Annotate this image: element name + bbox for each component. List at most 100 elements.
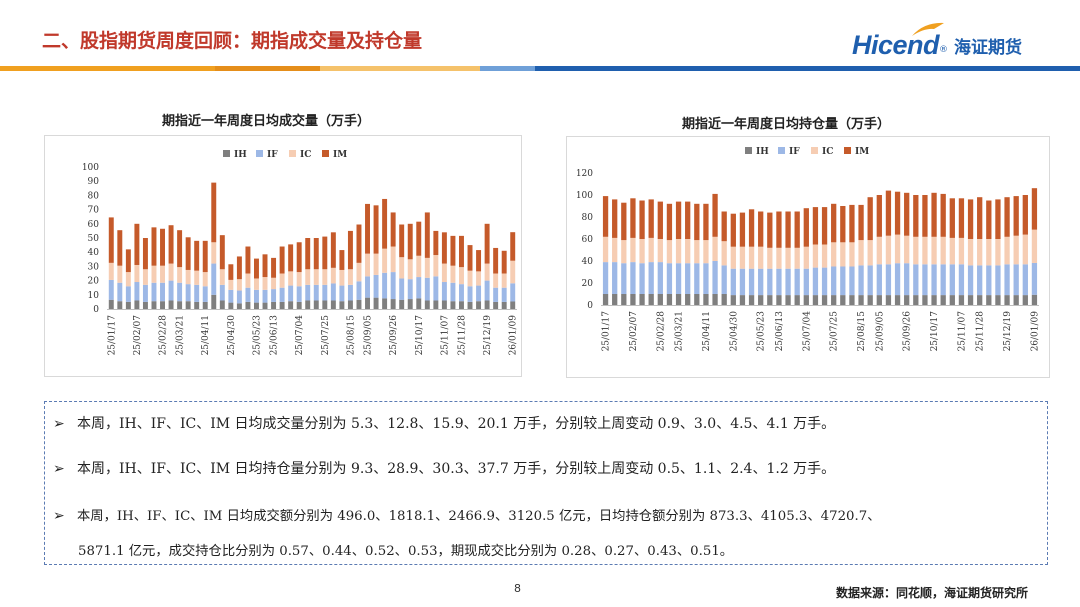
bar-if xyxy=(876,264,882,296)
page-number: 8 xyxy=(514,582,521,595)
bar-im xyxy=(630,198,636,238)
bar-if xyxy=(493,287,499,302)
y-tick-label: 20 xyxy=(582,279,594,289)
bar-im xyxy=(666,203,673,241)
bar-im xyxy=(390,212,396,247)
x-tick-label: 25/04/11 xyxy=(702,311,712,351)
bar-if xyxy=(288,285,294,302)
y-tick-label: 90 xyxy=(88,177,100,187)
bar-if xyxy=(459,284,464,302)
x-tick-label: 25/02/28 xyxy=(656,311,666,352)
bar-ic xyxy=(776,247,782,269)
legend-swatch-im xyxy=(844,147,851,154)
bar-ih xyxy=(134,300,140,309)
bar-if xyxy=(347,284,353,301)
y-tick-label: 40 xyxy=(582,257,594,267)
x-tick-label: 25/05/23 xyxy=(253,315,263,356)
bar-ic xyxy=(194,270,200,285)
bar-ic xyxy=(949,237,955,265)
bar-im xyxy=(134,223,140,265)
bar-im xyxy=(967,199,974,239)
bar-if xyxy=(322,284,328,301)
bar-ic xyxy=(125,272,131,287)
bar-ic xyxy=(245,273,251,288)
bar-im xyxy=(373,205,379,254)
x-tick-label: 25/07/04 xyxy=(802,311,812,352)
bar-if xyxy=(219,284,225,301)
arrow-bullet-icon: ➢ xyxy=(53,416,65,432)
y-tick-label: 80 xyxy=(88,191,100,201)
bar-im xyxy=(296,242,302,273)
bar-im xyxy=(416,221,422,256)
bar-im xyxy=(236,256,242,280)
bar-ih xyxy=(922,295,928,305)
bar-ih xyxy=(493,301,499,309)
x-tick-label: 25/12/19 xyxy=(1003,311,1013,352)
bar-ih xyxy=(694,294,700,305)
bar-ih xyxy=(703,294,709,305)
bar-if xyxy=(424,277,430,301)
bar-if xyxy=(296,286,302,302)
bar-ih xyxy=(767,295,773,305)
bar-ic xyxy=(288,271,294,286)
bar-if xyxy=(958,264,965,296)
bar-ic xyxy=(305,269,311,285)
x-tick-label: 25/01/17 xyxy=(602,311,612,352)
bar-ih xyxy=(831,295,837,305)
y-tick-label: 100 xyxy=(576,191,593,201)
note-item: ➢ 本周，IH、IF、IC、IM 日均成交量分别为 5.3、12.8、15.9、2… xyxy=(53,414,835,434)
bar-if xyxy=(904,263,910,296)
bar-ih xyxy=(177,301,183,309)
bar-ic xyxy=(794,247,800,269)
bar-if xyxy=(194,284,200,302)
bar-ic xyxy=(254,278,259,290)
bar-im xyxy=(986,200,992,239)
bar-ic xyxy=(931,236,937,265)
bar-im xyxy=(245,246,251,274)
bar-im xyxy=(904,192,910,236)
bar-if xyxy=(433,276,439,301)
bar-if xyxy=(365,276,370,298)
x-tick-label: 25/07/04 xyxy=(295,315,305,356)
bar-im xyxy=(271,257,277,278)
bar-ih xyxy=(1031,294,1038,305)
bar-if xyxy=(885,264,892,296)
bar-if xyxy=(134,282,140,301)
bar-if xyxy=(730,268,736,296)
bar-ih xyxy=(1004,295,1010,305)
bar-ic xyxy=(117,265,123,283)
bar-if xyxy=(621,263,627,294)
x-tick-label: 25/04/11 xyxy=(201,315,211,355)
bar-if xyxy=(630,262,636,294)
bar-im xyxy=(821,207,828,245)
company-logo: Hicend ® 海证期货 xyxy=(852,22,1022,61)
bar-ih xyxy=(986,295,992,305)
x-tick-label: 25/09/26 xyxy=(389,315,399,356)
bar-if xyxy=(812,267,819,296)
bar-im xyxy=(108,217,114,263)
bar-ic xyxy=(675,239,682,264)
bar-if xyxy=(125,286,131,302)
legend-swatch-if xyxy=(256,150,263,157)
x-tick-label: 25/11/28 xyxy=(976,311,986,352)
bar-ic xyxy=(958,237,965,265)
bar-ic xyxy=(1004,236,1010,265)
bar-if xyxy=(211,263,217,295)
bar-ih xyxy=(347,300,353,309)
bar-ic xyxy=(433,255,439,277)
bar-ih xyxy=(995,295,1001,305)
y-tick-label: 30 xyxy=(88,262,100,272)
bar-ic xyxy=(666,240,673,264)
bar-ic xyxy=(1031,229,1038,263)
bar-im xyxy=(279,246,285,274)
bar-ih xyxy=(1013,295,1019,305)
chart-open-interest: IH IF IC IM 0 20 40 60 80 100 120 25/01/17 25/02/07 2… xyxy=(566,136,1050,378)
bar-if xyxy=(949,264,955,296)
bar-ih xyxy=(675,294,682,305)
bar-im xyxy=(831,203,837,243)
bar-ic xyxy=(703,240,709,264)
bar-if xyxy=(390,272,396,300)
bar-ih xyxy=(254,302,259,309)
bar-ic xyxy=(459,267,464,285)
y-tick-label: 60 xyxy=(582,235,594,245)
